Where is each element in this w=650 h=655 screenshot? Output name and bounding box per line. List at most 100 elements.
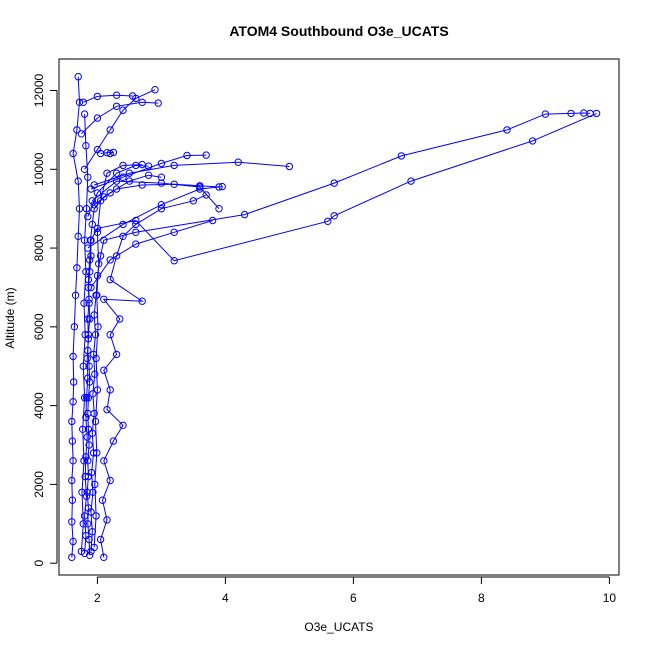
data-point: [106, 331, 114, 339]
data-point: [96, 252, 105, 260]
data-point: [397, 152, 406, 160]
data-point: [154, 99, 162, 107]
data-point: [71, 291, 80, 299]
series-line: [93, 174, 162, 206]
data-point: [196, 183, 204, 191]
data-point: [68, 417, 76, 426]
data-point: [285, 162, 294, 171]
series-line: [94, 161, 290, 186]
data-point: [74, 232, 82, 241]
data-point: [90, 181, 98, 189]
x-tick-label: 2: [94, 591, 101, 605]
data-point: [80, 457, 88, 465]
data-point: [68, 518, 76, 526]
data-point: [69, 537, 77, 546]
data-point: [79, 425, 87, 433]
data-point: [138, 160, 146, 169]
data-point: [112, 102, 121, 111]
data-point: [106, 126, 114, 134]
data-point: [240, 210, 249, 219]
data-series: [87, 151, 210, 193]
data-point: [215, 205, 223, 213]
data-point: [157, 159, 166, 168]
x-tick-label: 4: [222, 591, 229, 605]
data-point: [119, 421, 127, 429]
data-point: [89, 488, 97, 496]
data-point: [75, 98, 84, 107]
data-point: [90, 409, 98, 418]
data-point: [109, 148, 118, 157]
y-tick-label: 4000: [32, 392, 46, 419]
data-point: [81, 472, 89, 481]
data-point: [170, 161, 178, 170]
data-point: [92, 512, 100, 520]
data-point: [100, 457, 108, 465]
data-point: [83, 433, 91, 441]
x-tick-label: 6: [350, 591, 357, 605]
data-point: [106, 256, 114, 264]
data-point: [109, 437, 118, 445]
data-point: [87, 283, 95, 292]
data-point: [103, 169, 111, 177]
data-point: [69, 398, 77, 406]
data-point: [151, 86, 159, 94]
data-point: [85, 295, 93, 303]
data-series: [90, 171, 166, 209]
x-axis-label: O3e_UCATS: [304, 620, 373, 634]
data-point: [88, 197, 97, 205]
data-point: [119, 173, 127, 181]
data-series: [68, 73, 84, 561]
chart-title: ATOM4 Southbound O3e_UCATS: [229, 23, 448, 39]
data-point: [91, 370, 99, 378]
series-line: [87, 186, 223, 249]
data-point: [84, 394, 93, 402]
y-tick-label: 12000: [32, 74, 46, 108]
data-point: [112, 185, 121, 193]
data-point: [87, 468, 96, 477]
data-point: [82, 492, 91, 500]
data-point: [79, 98, 88, 107]
data-point: [93, 386, 102, 394]
data-point: [128, 92, 137, 100]
data-point: [80, 299, 88, 307]
data-point: [82, 142, 90, 150]
series-line: [80, 114, 89, 552]
data-point: [70, 378, 78, 386]
data-point: [74, 73, 82, 81]
series-line: [83, 94, 133, 103]
data-point: [83, 488, 91, 496]
data-point: [96, 197, 105, 205]
data-point: [86, 378, 94, 386]
data-point: [132, 240, 140, 248]
data-point: [79, 520, 88, 528]
data-point: [208, 216, 217, 225]
data-point: [84, 212, 92, 221]
data-point: [202, 191, 210, 199]
y-tick-label: 6000: [32, 313, 46, 340]
series-line: [84, 112, 597, 554]
data-series: [90, 160, 146, 552]
data-point: [92, 354, 100, 363]
data-point: [132, 228, 140, 237]
data-point: [86, 315, 94, 323]
data-point: [86, 256, 94, 264]
data-point: [80, 394, 89, 402]
data-series: [87, 216, 217, 292]
data-point: [202, 151, 210, 159]
series-line: [93, 164, 143, 548]
data-point: [94, 323, 102, 331]
data-point: [189, 197, 198, 205]
data-point: [138, 297, 146, 305]
data-point: [157, 179, 166, 187]
data-point: [116, 315, 124, 323]
data-point: [84, 173, 92, 181]
data-point: [330, 212, 338, 220]
data-point: [93, 291, 101, 299]
data-point: [75, 205, 84, 213]
data-point: [84, 374, 92, 382]
data-series: [77, 98, 162, 138]
data-point: [234, 158, 242, 166]
data-point: [138, 98, 146, 107]
data-point: [70, 323, 79, 331]
